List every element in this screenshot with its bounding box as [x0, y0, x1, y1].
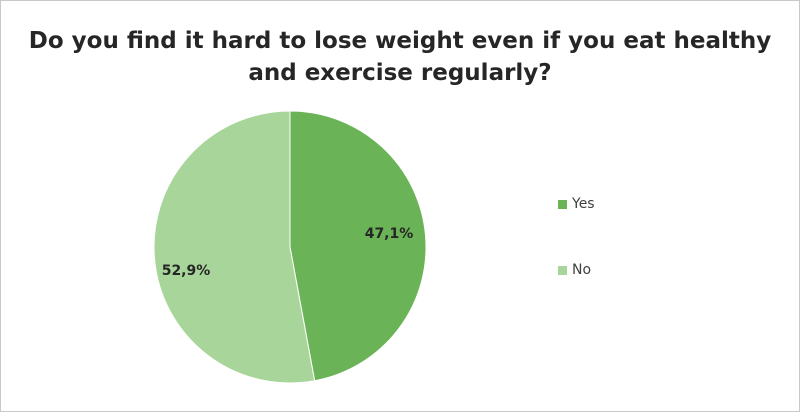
legend-label-yes: Yes: [572, 196, 595, 212]
data-label-no: 52,9%: [162, 263, 211, 279]
chart-title: Do you find it hard to lose weight even …: [1, 25, 799, 89]
legend-item-yes: Yes: [558, 195, 595, 213]
chart-title-text: Do you find it hard to lose weight even …: [28, 28, 772, 86]
legend-swatch-no: [558, 265, 567, 275]
data-label-yes: 47,1%: [365, 226, 414, 242]
legend-item-no: No: [558, 261, 591, 279]
legend-label-no: No: [572, 262, 592, 278]
legend-swatch-yes: [558, 199, 567, 209]
pie-slice-yes: [289, 110, 427, 382]
pie-slice-no: [153, 110, 316, 384]
